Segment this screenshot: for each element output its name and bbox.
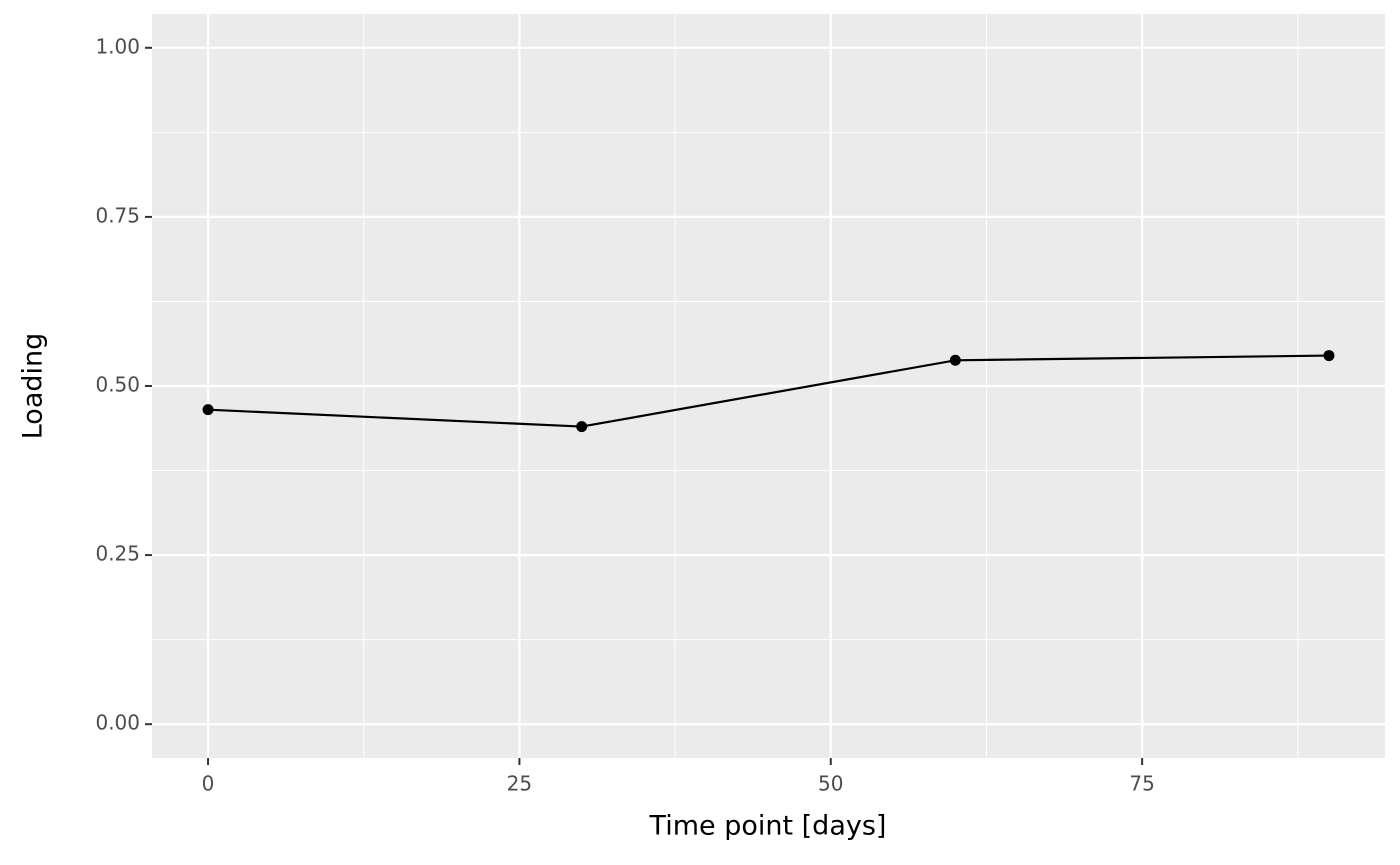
y-tick-label: 0.75 <box>95 203 140 227</box>
y-tick-label: 0.00 <box>95 711 140 735</box>
x-tick-label: 50 <box>818 772 843 796</box>
x-tick-label: 25 <box>507 772 532 796</box>
y-tick-label: 1.00 <box>95 34 140 58</box>
x-tick-label: 75 <box>1129 772 1154 796</box>
line <box>207 354 1329 428</box>
point <box>949 354 961 366</box>
y-tick-label: 0.50 <box>95 373 140 397</box>
y-axis-title: Loading <box>18 333 49 440</box>
point <box>1323 350 1335 362</box>
x-tick-label: 0 <box>202 772 215 796</box>
x-axis-title: Time point [days] <box>649 811 887 842</box>
point <box>202 404 214 416</box>
point <box>576 421 588 433</box>
y-tick-label: 0.25 <box>95 542 140 566</box>
